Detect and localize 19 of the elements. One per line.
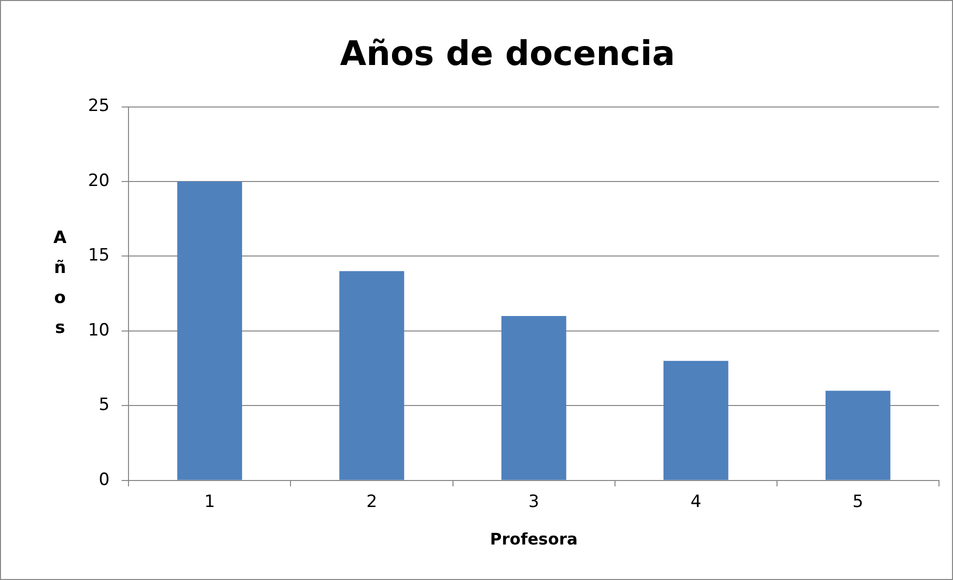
y-tick-label: 10: [88, 320, 110, 340]
x-axis-title: Profesora: [490, 530, 578, 549]
bar: [339, 271, 404, 480]
x-tick-label: 1: [204, 492, 216, 512]
x-tick-label: 2: [366, 492, 378, 512]
x-tick-label: 3: [528, 492, 540, 512]
bar: [663, 360, 728, 480]
y-tick-label: 25: [88, 96, 110, 116]
bar: [826, 390, 890, 480]
y-tick-label: 20: [88, 170, 110, 191]
y-tick-label: 15: [88, 246, 110, 266]
y-tick-label: 5: [98, 395, 110, 416]
y-tick-label: 0: [98, 470, 110, 490]
chart-title: Años de docencia: [340, 34, 676, 74]
bar: [501, 316, 566, 480]
bar: [177, 182, 242, 480]
y-axis-title: Años: [53, 227, 67, 340]
x-tick-label: 4: [690, 492, 702, 512]
x-tick-label: 5: [852, 492, 864, 512]
